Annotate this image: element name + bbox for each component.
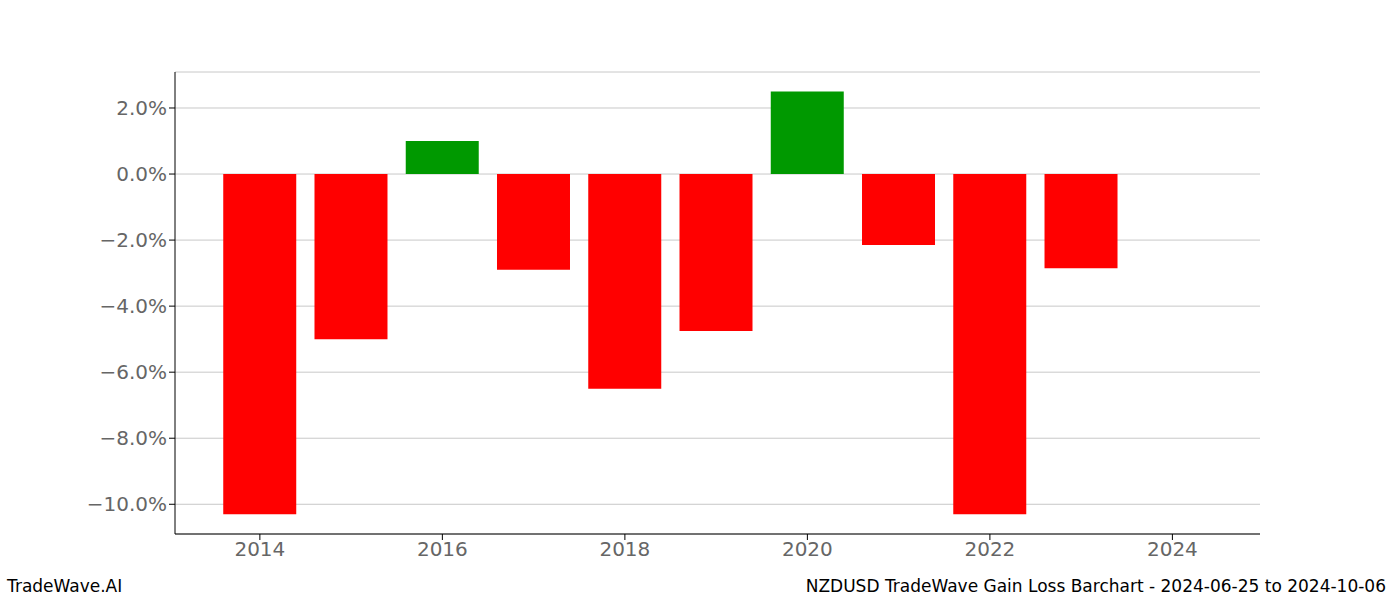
svg-text:−2.0%: −2.0% <box>99 228 167 252</box>
svg-text:2016: 2016 <box>417 537 468 561</box>
svg-text:−6.0%: −6.0% <box>99 360 167 384</box>
svg-text:2024: 2024 <box>1147 537 1198 561</box>
svg-text:2022: 2022 <box>964 537 1015 561</box>
svg-text:−10.0%: −10.0% <box>87 492 167 516</box>
svg-text:−8.0%: −8.0% <box>99 426 167 450</box>
svg-text:0.0%: 0.0% <box>116 162 167 186</box>
svg-text:2018: 2018 <box>599 537 650 561</box>
html-text:TradeWave.AI: TradeWave.AI <box>7 576 123 596</box>
svg-text:−4.0%: −4.0% <box>99 294 167 318</box>
html-text:NZDUSD TradeWave Gain Loss Bar: NZDUSD TradeWave Gain Loss Barchart - 20… <box>805 576 1386 596</box>
svg-text:2014: 2014 <box>234 537 285 561</box>
svg-text:2020: 2020 <box>782 537 833 561</box>
svg-text:2.0%: 2.0% <box>116 96 167 120</box>
